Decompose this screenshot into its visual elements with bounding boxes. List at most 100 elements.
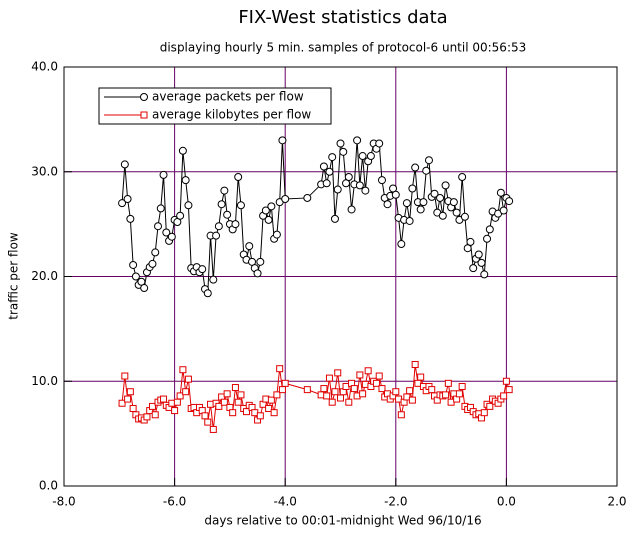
data-point	[477, 258, 486, 267]
y-tick-label: 20.0	[31, 269, 58, 283]
data-point	[273, 391, 281, 399]
data-point	[485, 225, 494, 234]
data-point	[140, 284, 149, 293]
data-point	[129, 404, 137, 412]
x-tick-label: 0.0	[497, 495, 516, 509]
data-point	[438, 211, 447, 220]
data-point	[234, 172, 243, 181]
data-point	[424, 156, 433, 165]
x-axis-label: days relative to 00:01-midnight Wed 96/1…	[204, 514, 481, 528]
data-point	[121, 372, 129, 380]
chart-title: FIX-West statistics data	[238, 7, 447, 28]
data-point	[411, 163, 420, 172]
data-point	[500, 392, 508, 400]
data-point	[281, 379, 289, 387]
data-point	[474, 250, 483, 259]
x-tick-label: -2.0	[384, 495, 407, 509]
data-point	[441, 181, 450, 190]
data-point	[267, 396, 275, 404]
data-point	[234, 398, 242, 406]
legend-label: average packets per flow	[152, 90, 304, 104]
data-point	[344, 172, 353, 181]
data-point	[123, 194, 132, 203]
data-point	[372, 379, 380, 387]
y-axis-label: traffic per flow	[7, 232, 21, 320]
data-point	[334, 369, 342, 377]
data-point	[303, 386, 311, 394]
data-point	[184, 201, 193, 210]
data-point	[375, 372, 383, 380]
data-point	[237, 391, 245, 399]
data-point	[151, 411, 159, 419]
y-tick-label: 40.0	[31, 60, 58, 74]
y-tick-label: 0.0	[39, 479, 58, 493]
data-point	[182, 388, 190, 396]
data-point	[339, 147, 348, 156]
data-point	[209, 275, 218, 284]
data-point	[261, 206, 270, 215]
data-point	[278, 136, 287, 145]
data-point	[267, 202, 276, 211]
data-point	[154, 222, 163, 231]
data-point	[397, 240, 406, 249]
data-point	[156, 204, 165, 213]
data-point	[176, 211, 185, 220]
data-point	[378, 385, 386, 393]
data-point	[131, 272, 140, 281]
data-point	[214, 222, 223, 231]
data-point	[411, 360, 419, 368]
data-point	[143, 413, 151, 421]
data-point	[178, 146, 187, 155]
data-point	[231, 220, 240, 229]
data-point	[383, 200, 392, 209]
data-point	[120, 160, 129, 169]
data-point	[480, 270, 489, 279]
data-point	[455, 390, 463, 398]
data-point	[353, 136, 362, 145]
data-point	[322, 179, 331, 188]
data-point	[422, 166, 431, 175]
data-point	[442, 391, 450, 399]
x-tick-label: -6.0	[163, 495, 186, 509]
data-point	[416, 205, 425, 214]
data-point	[391, 190, 400, 199]
data-point	[303, 193, 312, 202]
data-point	[217, 200, 226, 209]
data-point	[356, 371, 364, 379]
data-point	[320, 385, 328, 393]
data-point	[231, 384, 239, 392]
data-point	[215, 402, 223, 410]
data-point	[319, 162, 328, 171]
legend-box	[98, 87, 332, 125]
data-point	[483, 234, 492, 243]
data-point	[201, 412, 209, 420]
data-point	[359, 390, 367, 398]
x-tick-label: -8.0	[52, 495, 75, 509]
data-point	[330, 214, 339, 223]
data-point	[265, 404, 273, 412]
data-point	[366, 152, 375, 161]
data-point	[162, 228, 171, 237]
chart-subtitle: displaying hourly 5 min. samples of prot…	[160, 41, 527, 55]
data-point	[171, 407, 179, 415]
data-point	[276, 365, 284, 373]
data-point	[270, 409, 278, 417]
data-point	[212, 231, 221, 240]
data-point	[325, 167, 334, 176]
data-point	[223, 210, 232, 219]
data-point	[499, 206, 508, 215]
data-point	[151, 248, 160, 257]
data-point	[417, 373, 425, 381]
data-point	[220, 398, 228, 406]
data-point	[148, 259, 157, 268]
legend-marker	[140, 93, 148, 101]
data-point	[209, 425, 217, 433]
data-point	[328, 398, 336, 406]
data-point	[167, 232, 176, 241]
data-point	[337, 394, 344, 402]
data-point	[466, 237, 475, 246]
data-point	[181, 176, 190, 185]
data-point	[281, 194, 290, 203]
data-point	[253, 269, 262, 278]
x-tick-label: -4.0	[273, 495, 296, 509]
